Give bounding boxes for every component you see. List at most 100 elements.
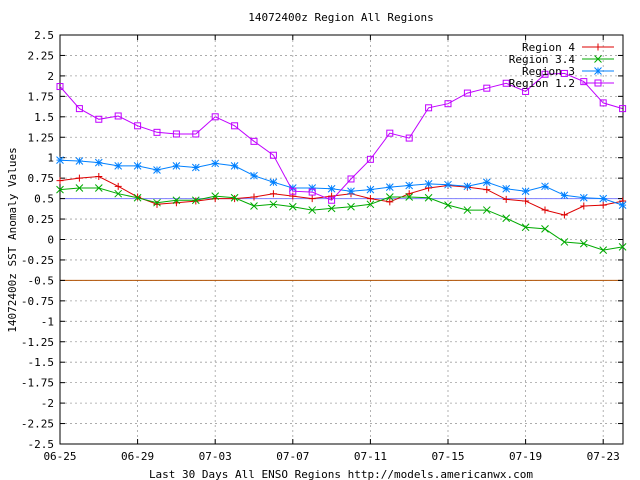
y-tick-label: 2.5	[34, 29, 54, 42]
data-point	[560, 191, 569, 200]
data-point	[482, 178, 491, 187]
series-line	[59, 187, 623, 251]
data-point	[385, 193, 394, 201]
data-point	[133, 193, 142, 202]
data-point	[95, 115, 103, 123]
data-point	[366, 155, 374, 163]
data-point	[502, 214, 511, 223]
data-point	[560, 211, 568, 219]
data-point	[230, 162, 239, 170]
y-tick-label: 2.25	[28, 49, 55, 62]
data-point	[522, 87, 530, 95]
legend-label: Region 3	[522, 65, 575, 78]
data-point	[347, 175, 355, 183]
data-point	[133, 162, 142, 170]
y-tick-label: 1.5	[34, 111, 54, 124]
data-point	[502, 79, 510, 87]
data-point	[114, 182, 122, 190]
y-tick-label: -2.5	[28, 438, 55, 451]
y-tick-label: -1.25	[21, 336, 54, 349]
data-point	[191, 163, 200, 172]
data-point	[328, 192, 336, 200]
data-point	[114, 189, 123, 198]
data-point	[521, 223, 530, 232]
data-point	[502, 195, 510, 203]
data-point	[541, 225, 549, 233]
data-point	[230, 193, 239, 202]
data-point	[405, 134, 413, 142]
data-point	[288, 202, 297, 211]
chart-title: 14072400z Region All Regions	[248, 11, 433, 24]
y-tick-label: -1.75	[21, 377, 54, 390]
data-point	[308, 188, 316, 196]
data-point	[463, 89, 471, 97]
data-point	[444, 180, 452, 189]
y-tick-label: 2	[47, 70, 54, 83]
data-point	[483, 84, 491, 92]
y-tick-label: 0	[47, 234, 54, 247]
y-tick-label: -1.5	[28, 356, 55, 369]
x-tick-label: 07-15	[431, 450, 464, 463]
y-tick-label: -2	[41, 397, 54, 410]
data-point	[172, 130, 180, 138]
data-point	[56, 156, 64, 165]
data-point	[366, 200, 375, 209]
data-point	[347, 187, 355, 196]
data-point	[385, 183, 394, 192]
y-tick-label: 0.5	[34, 193, 54, 206]
data-point	[211, 159, 220, 168]
data-point	[56, 177, 64, 185]
y-tick-label: -1	[41, 315, 54, 328]
y-tick-label: -0.25	[21, 254, 54, 267]
legend-marker	[594, 43, 602, 51]
data-point	[211, 113, 219, 121]
data-point	[579, 239, 588, 248]
data-point	[580, 202, 588, 210]
data-point	[463, 182, 472, 191]
data-point	[425, 104, 433, 112]
data-point	[94, 158, 103, 167]
data-point	[366, 185, 375, 194]
legend-marker	[594, 67, 602, 75]
data-point	[424, 180, 433, 188]
y-axis-label: 14072400z SST Anomaly Values	[6, 147, 19, 332]
data-point	[599, 246, 608, 254]
data-point	[483, 186, 491, 194]
series-region-1-2	[56, 69, 627, 204]
data-point	[580, 78, 588, 86]
data-point	[192, 197, 200, 205]
data-point	[599, 194, 608, 203]
data-point	[347, 202, 355, 211]
data-point	[75, 157, 84, 165]
data-point	[521, 187, 530, 196]
x-tick-label: 07-19	[509, 450, 542, 463]
data-point	[308, 195, 316, 203]
data-point	[75, 184, 84, 192]
data-point	[56, 83, 64, 91]
data-point	[541, 206, 549, 214]
y-tick-label: 1	[47, 152, 54, 165]
data-point	[328, 196, 336, 204]
axis-ticks: 2.5 2.25 2 1.75 1.5 1.25 1 0.75 0.5 0.25 0 -0.25 -0.…	[21, 29, 623, 463]
data-point	[191, 196, 200, 205]
data-point	[308, 184, 317, 192]
legend-marker	[594, 55, 602, 63]
data-point	[308, 206, 317, 214]
data-point	[482, 206, 491, 214]
series-group	[56, 69, 627, 254]
data-point	[114, 162, 123, 170]
data-point	[444, 100, 452, 108]
data-point	[250, 202, 258, 210]
data-point	[386, 129, 394, 137]
data-point	[114, 112, 122, 120]
data-point	[269, 190, 277, 198]
data-point	[94, 184, 103, 192]
data-point	[231, 122, 239, 130]
legend-label: Region 4	[522, 41, 575, 54]
data-point	[618, 243, 627, 251]
data-point	[172, 162, 181, 170]
data-point	[153, 128, 161, 136]
data-point	[444, 201, 452, 209]
y-tick-label: 1.75	[28, 90, 55, 103]
